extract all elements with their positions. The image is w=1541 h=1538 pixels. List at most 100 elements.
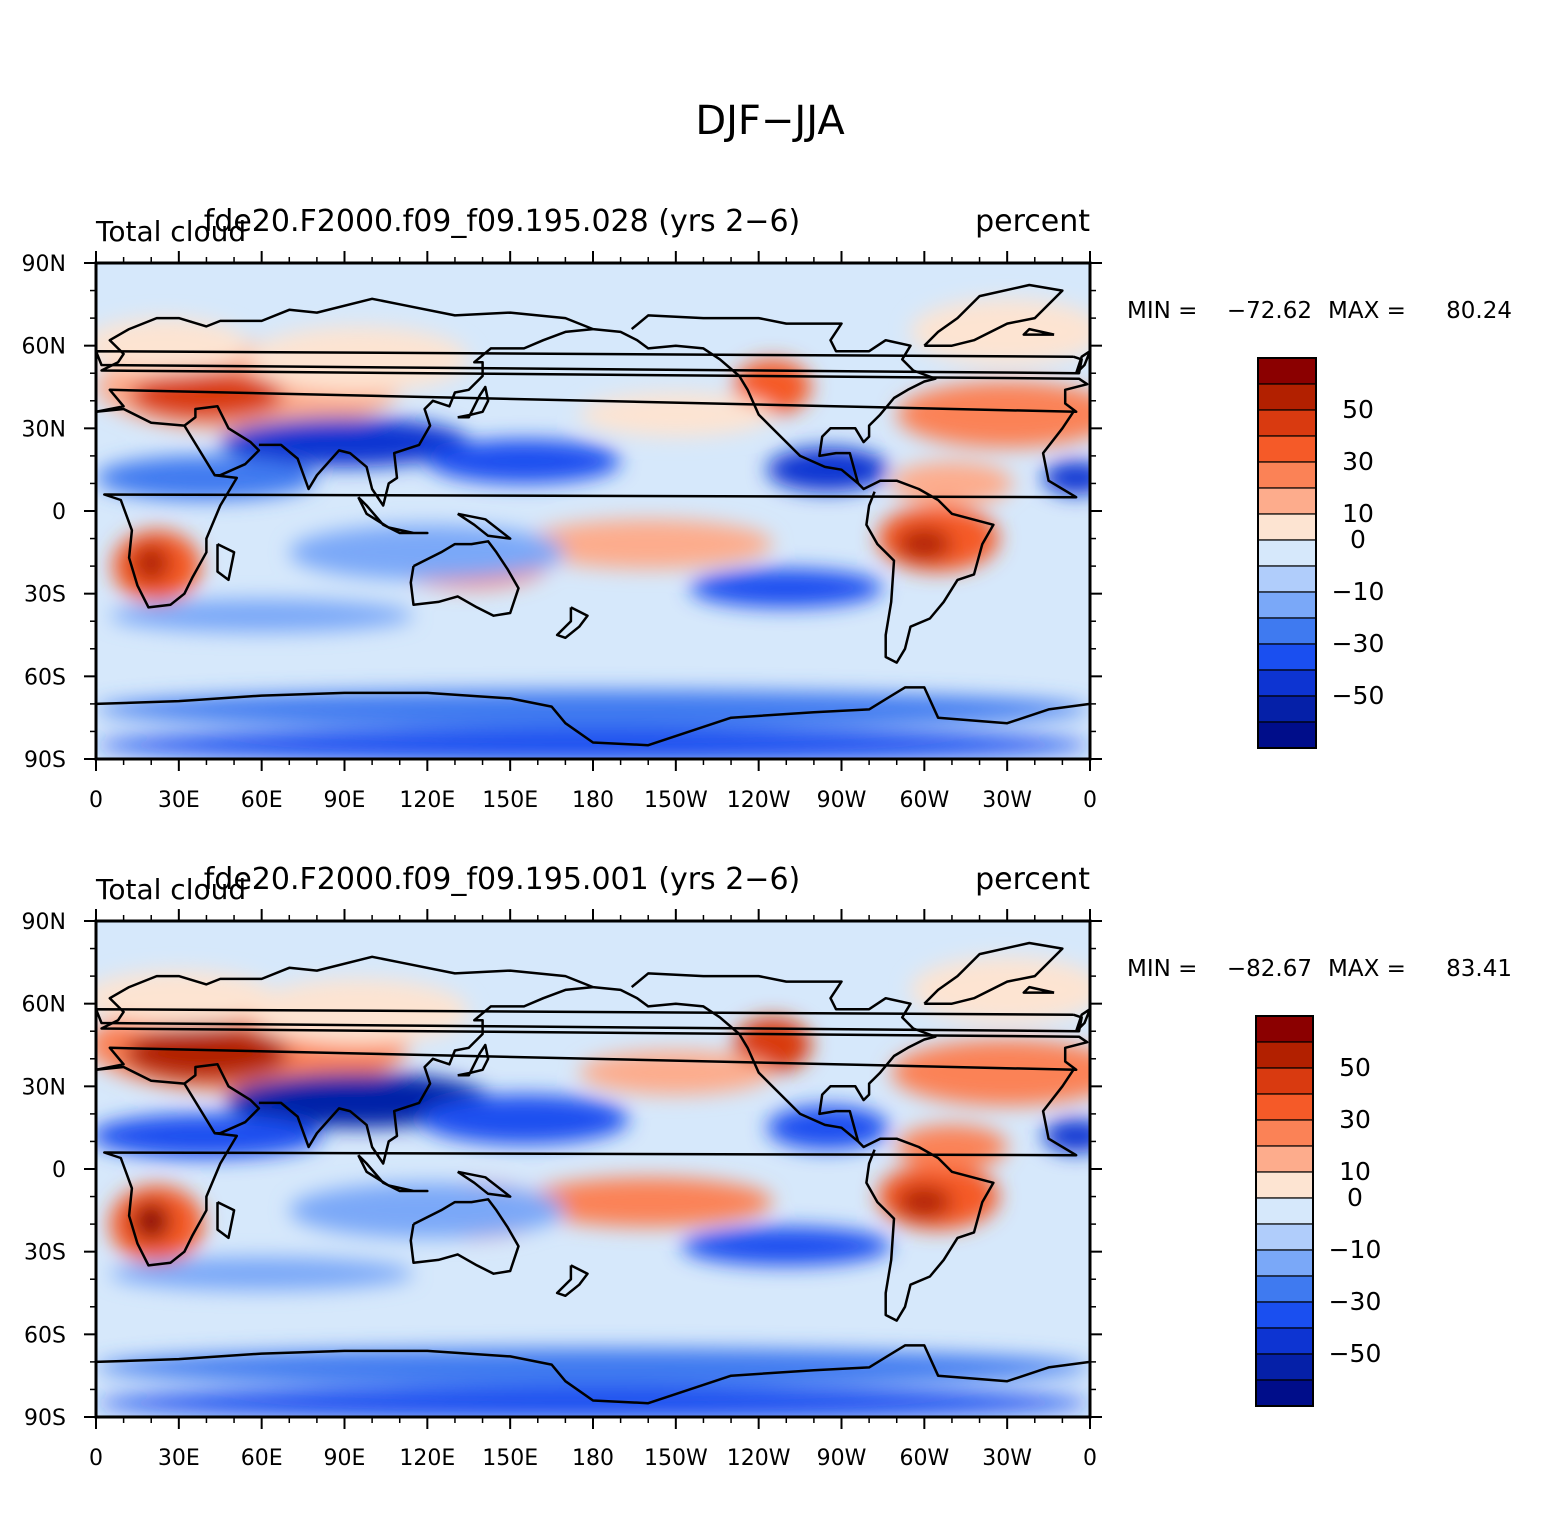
anomaly-blob: [96, 970, 276, 1026]
lat-tick-label: 60N: [22, 993, 66, 1018]
panel-right-title: percent: [975, 862, 1090, 897]
coastline: [409, 1198, 520, 1275]
colorbar-bin: [1257, 721, 1317, 749]
anomaly-blob: [96, 1348, 1090, 1387]
colorbar-label: 0: [1347, 1183, 1363, 1212]
lon-tick-label: 30E: [158, 788, 200, 813]
anomaly-blob: [419, 1094, 629, 1145]
coastlines: [96, 283, 1090, 747]
lat-tick-label: 60S: [24, 665, 66, 690]
colorbar-bin: [1255, 1301, 1314, 1329]
lon-tick-label: 150W: [644, 1446, 708, 1471]
lon-tick-label: 120E: [399, 1446, 455, 1471]
stats-min-value: −82.67: [1227, 956, 1312, 982]
colorbar-bin: [1255, 1223, 1314, 1251]
coastlines: [96, 941, 1090, 1405]
coastline: [388, 1184, 429, 1193]
colorbar-bin: [1255, 1249, 1314, 1277]
stats-min-label: MIN =: [1127, 956, 1197, 982]
field-anomalies: [96, 956, 1090, 1417]
stats-min-value: −72.62: [1227, 298, 1312, 324]
colorbar-bin: [1257, 669, 1317, 697]
anomaly-blob: [109, 599, 414, 633]
lon-tick-label: 0: [1083, 1446, 1097, 1471]
coastline: [388, 526, 429, 535]
anomaly-blob: [896, 1185, 952, 1219]
lat-tick-label: 0: [52, 500, 66, 525]
anomaly-blob: [689, 568, 883, 608]
colorbar-bin: [1255, 1379, 1314, 1407]
colorbar-bin: [1255, 1275, 1314, 1303]
lat-tick-label: 30N: [22, 1075, 66, 1100]
colorbar: 50 30 100 −10 −30 −50: [1255, 1015, 1382, 1407]
lon-tick-label: 0: [89, 1446, 103, 1471]
coastline: [357, 496, 390, 529]
colorbar-bin: [1257, 591, 1317, 619]
coastline: [555, 1264, 589, 1298]
anomaly-blob: [96, 318, 248, 374]
anomaly-blob: [96, 728, 1090, 759]
anomaly-blob: [1043, 1119, 1090, 1153]
coastline: [457, 385, 490, 419]
stats-max-label: MAX =: [1328, 298, 1406, 324]
panel-right-title: percent: [975, 204, 1090, 239]
lon-tick-label: 60W: [899, 788, 949, 813]
coastline: [630, 972, 937, 1142]
colorbar-bin: [1257, 409, 1317, 437]
coastline: [96, 1065, 1078, 1267]
cloud-field: [96, 263, 1090, 759]
lon-tick-label: 60W: [899, 1446, 949, 1471]
coastline: [258, 327, 594, 507]
panel-center-title: fde20.F2000.f09_f09.195.001 (yrs 2−6): [204, 862, 800, 897]
colorbar-bin: [1257, 643, 1317, 671]
lon-tick-label: 180: [572, 788, 614, 813]
lat-tick-label: 30N: [22, 417, 66, 442]
colorbar-label: 30: [1342, 447, 1374, 476]
colorbar-label: −10: [1329, 1235, 1382, 1264]
anomaly-blob: [1043, 461, 1090, 495]
lat-tick-label: 60N: [22, 335, 66, 360]
anomaly-blob: [579, 392, 773, 437]
lon-tick-label: 150W: [644, 788, 708, 813]
anomaly-blob: [123, 1025, 290, 1081]
lat-tick-label: 90S: [24, 1406, 66, 1431]
anomaly-blob: [220, 417, 469, 467]
cloud-field: [96, 921, 1090, 1417]
coastline: [1075, 349, 1090, 375]
colorbar-bin: [1255, 1093, 1314, 1121]
colorbar-label: −10: [1332, 577, 1385, 606]
lon-tick-label: 120E: [399, 788, 455, 813]
lat-tick-label: 90N: [22, 910, 66, 935]
figure-title: DJF−JJA: [695, 98, 845, 144]
colorbar-bin: [1255, 1171, 1314, 1199]
lon-tick-label: 30E: [158, 1446, 200, 1471]
coastline: [96, 955, 1089, 1072]
anomaly-blob: [289, 1182, 566, 1238]
colorbar-bin: [1257, 487, 1317, 515]
coastline: [1022, 327, 1055, 336]
colorbar-bin: [1257, 435, 1317, 463]
lon-tick-label: 120W: [727, 788, 791, 813]
colorbar-label: 0: [1350, 525, 1366, 554]
lon-tick-label: 90W: [817, 1446, 867, 1471]
anomaly-blob: [891, 461, 1013, 506]
anomaly-blob: [96, 1386, 1090, 1417]
anomaly-blob: [129, 370, 284, 421]
anomaly-blob: [896, 381, 1090, 448]
lon-tick-label: 90E: [324, 788, 366, 813]
anomaly-blob: [131, 1202, 171, 1241]
colorbar-label: −50: [1332, 681, 1385, 710]
coastline: [592, 327, 995, 664]
coastline: [923, 283, 1064, 347]
colorbar-label: −30: [1329, 1287, 1382, 1316]
anomaly-blob: [579, 1050, 773, 1095]
map-panels: 90N 60N 30N 0 30S 60S 90S 0 30E 60E 90E 120E 150E 180…: [22, 204, 1512, 1471]
lon-tick-label: 60E: [241, 1446, 283, 1471]
colorbar-bin: [1257, 695, 1317, 723]
lat-tick-label: 90N: [22, 252, 66, 277]
coastline: [457, 1043, 490, 1077]
panel-center-title: fde20.F2000.f09_f09.195.028 (yrs 2−6): [204, 204, 800, 239]
coastline: [409, 540, 520, 617]
coastline: [183, 405, 261, 477]
map-panel-2: 90N 60N 30N 0 30S 60S 90S 0 30E 60E 90E 120E 150E 180…: [22, 862, 1512, 1471]
